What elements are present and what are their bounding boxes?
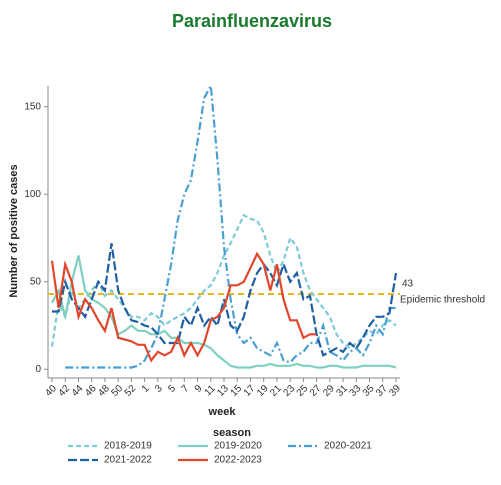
y-tick-label: 50 — [30, 276, 42, 287]
y-tick-label: 0 — [35, 364, 41, 375]
x-axis-title: week — [208, 406, 237, 418]
x-tick-label: 52 — [123, 383, 139, 399]
legend-label: 2020-2021 — [324, 441, 372, 452]
x-tick-label: 5 — [166, 383, 178, 395]
x-tick-label: 1 — [140, 383, 152, 395]
chart-title: Parainfluenzavirus — [172, 11, 332, 31]
threshold-label: Epidemic threshold — [400, 295, 485, 306]
y-axis-title: Number of positive cases — [8, 164, 20, 297]
legend-label: 2018-2019 — [104, 441, 152, 452]
legend-label: 2019-2020 — [214, 441, 262, 452]
x-tick-label: 3 — [153, 383, 165, 395]
legend-title: season — [213, 427, 251, 439]
legend-label: 2021-2022 — [104, 455, 152, 466]
legend-label: 2022-2023 — [214, 455, 262, 466]
threshold-value: 43 — [402, 279, 414, 290]
series-line — [52, 243, 398, 357]
y-tick-label: 150 — [24, 101, 41, 112]
series-line — [50, 251, 317, 363]
series-line — [50, 213, 397, 350]
y-tick-label: 100 — [24, 189, 41, 200]
x-tick-label: 7 — [180, 383, 192, 395]
series-line — [65, 82, 396, 369]
x-tick-label: 39 — [387, 383, 403, 399]
